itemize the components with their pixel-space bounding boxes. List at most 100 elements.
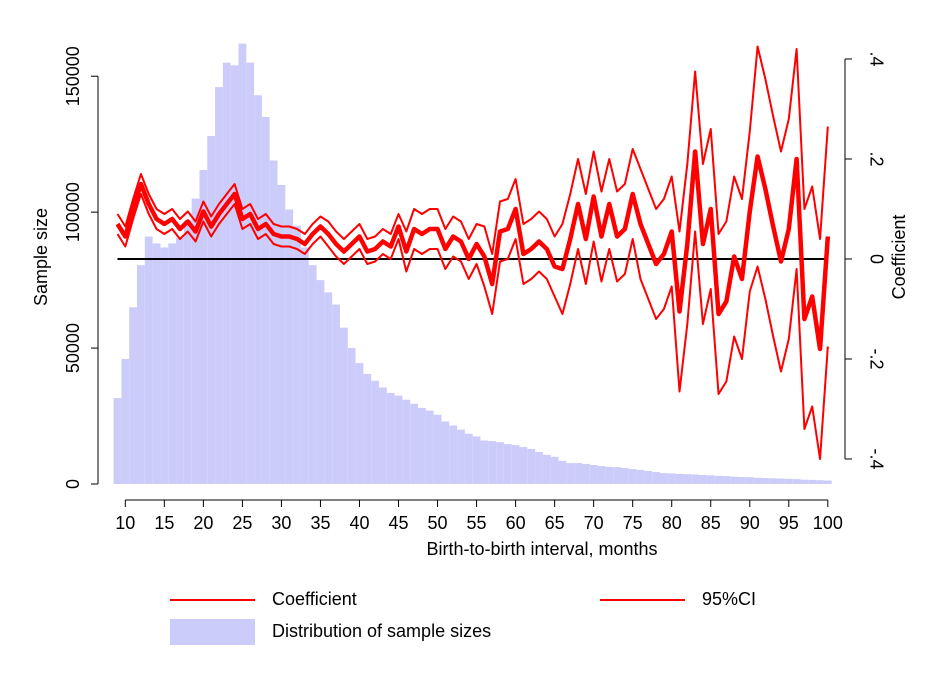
histogram-bar [464, 433, 473, 484]
legend-label: 95%CI [702, 589, 756, 609]
histogram-bar [371, 380, 380, 484]
legend-label: Distribution of sample sizes [272, 621, 491, 641]
histogram-bar [636, 469, 645, 484]
x-axis-title: Birth-to-birth interval, months [426, 539, 657, 559]
x-tick-label: 65 [545, 513, 565, 533]
histogram-bar [675, 473, 684, 484]
histogram-bar [745, 477, 754, 484]
histogram-bar [277, 184, 286, 485]
histogram-bar [519, 447, 528, 484]
histogram-bar [293, 225, 301, 485]
histogram-bar [137, 265, 145, 484]
histogram-bar [449, 425, 458, 484]
histogram-bar [168, 243, 177, 484]
histogram-bar [738, 476, 746, 484]
histogram-bar [113, 398, 122, 484]
histogram-bar [527, 448, 536, 484]
histogram-bar [792, 479, 801, 484]
y2-tick-label: -.2 [866, 348, 886, 369]
y2-tick-label: -.4 [866, 448, 886, 469]
histogram-bar [324, 292, 333, 484]
histogram-bar [628, 469, 637, 484]
histogram-bar [753, 477, 762, 484]
histogram-bar [722, 476, 731, 484]
histogram-bar [121, 358, 130, 484]
histogram-bar [706, 475, 715, 484]
histogram-bar [652, 472, 661, 484]
histogram-bar [425, 410, 434, 484]
histogram-bar [699, 475, 707, 484]
histogram-bar [402, 399, 411, 484]
histogram-bar [457, 429, 465, 484]
histogram-bar [176, 237, 184, 484]
histogram-bar [620, 467, 629, 484]
histogram-bar [566, 463, 575, 484]
x-tick-label: 10 [115, 513, 135, 533]
histogram-bar [472, 436, 481, 484]
histogram-bar [800, 479, 809, 484]
histogram-bar [160, 247, 169, 484]
histogram-bar [207, 136, 216, 484]
histogram-bar [339, 327, 348, 484]
histogram-bar [597, 466, 606, 484]
histogram-bar [418, 407, 426, 484]
histogram-bar [347, 348, 356, 484]
histogram-bar [441, 421, 450, 484]
histogram-bar [613, 467, 621, 484]
histogram-bar [230, 65, 239, 485]
ci-line [116, 45, 829, 255]
y2-tick-label: .4 [866, 51, 886, 66]
coefficient-line [115, 149, 831, 352]
histogram-bar [144, 236, 153, 484]
histogram-bar [511, 445, 520, 484]
y-tick-label: 0 [63, 479, 83, 489]
legend-swatch [170, 619, 255, 645]
histogram-bar [496, 442, 504, 484]
histogram-bar [410, 403, 419, 484]
histogram-bar [808, 479, 817, 484]
x-tick-label: 60 [506, 513, 526, 533]
x-tick-label: 90 [740, 513, 760, 533]
x-tick-label: 50 [428, 513, 448, 533]
histogram-bar [379, 387, 387, 484]
y2-tick-label: .2 [866, 151, 886, 166]
histogram-bar [246, 62, 255, 485]
histogram-bar [581, 463, 590, 484]
histogram-bar [816, 480, 824, 484]
histogram-bar [550, 456, 559, 484]
histogram-bar [199, 170, 208, 484]
histogram-bar [433, 414, 442, 484]
x-tick-label: 45 [389, 513, 409, 533]
histogram-bar [574, 463, 582, 484]
histogram-bar [784, 478, 793, 484]
x-tick-label: 85 [701, 513, 721, 533]
x-tick-label: 30 [271, 513, 291, 533]
histogram-bar [730, 476, 739, 484]
x-tick-label: 95 [779, 513, 799, 533]
x-tick-label: 40 [349, 513, 369, 533]
histogram-bar [152, 243, 161, 484]
histogram-bar [589, 464, 598, 484]
y-tick-label: 100000 [63, 182, 83, 242]
histogram-bar [300, 247, 309, 484]
x-tick-label: 25 [232, 513, 252, 533]
histogram-bar [191, 198, 200, 484]
x-tick-label: 20 [193, 513, 213, 533]
y2-tick-label: 0 [866, 254, 886, 264]
histogram-bar [308, 265, 317, 484]
histogram-bar [542, 454, 551, 484]
x-tick-label: 100 [813, 513, 843, 533]
histogram-bar [503, 444, 512, 484]
histogram-bar [355, 363, 364, 484]
y2-axis-title: Coefficient [889, 215, 909, 300]
histogram-bar [215, 87, 223, 485]
histogram-bar [261, 116, 270, 484]
histogram-bar [269, 160, 278, 484]
x-tick-label: 70 [584, 513, 604, 533]
histogram-bar [777, 478, 785, 484]
histogram-bar [129, 307, 138, 484]
histogram-bar [683, 474, 692, 484]
legend-label: Coefficient [272, 589, 357, 609]
histogram-bar [667, 473, 676, 484]
